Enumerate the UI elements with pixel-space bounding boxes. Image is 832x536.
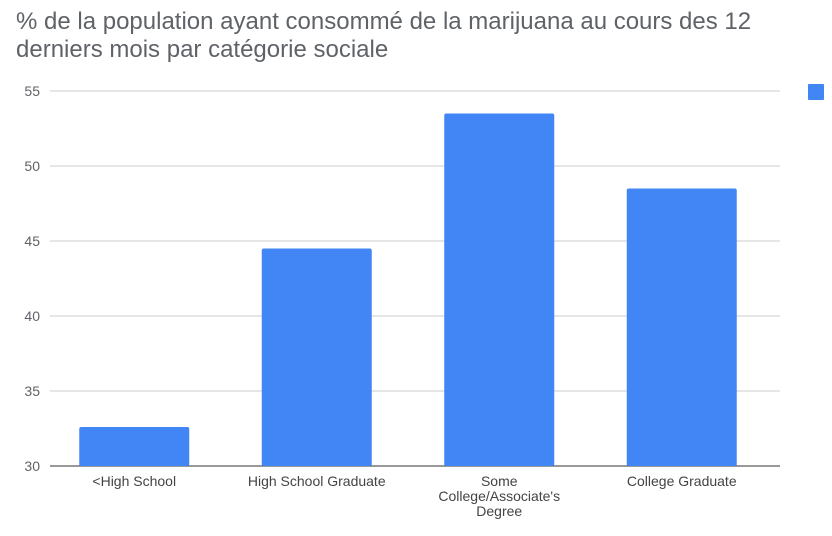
bar bbox=[626, 188, 737, 466]
x-category-label-line: Degree bbox=[476, 503, 522, 519]
x-axis-categories: <High School High School Graduate Some Coll… bbox=[92, 473, 736, 519]
y-tick-label: 50 bbox=[24, 158, 40, 174]
x-category-label-line: Some bbox=[481, 473, 518, 489]
x-category-label-line: High School Graduate bbox=[248, 473, 386, 489]
y-tick-label: 45 bbox=[24, 233, 40, 249]
x-category-label-line: <High School bbox=[92, 473, 176, 489]
x-category-label: <High School bbox=[92, 473, 176, 489]
x-category-label: College Graduate bbox=[627, 473, 737, 489]
x-category-label-line: College Graduate bbox=[627, 473, 737, 489]
legend-swatch bbox=[808, 84, 824, 100]
y-tick-label: 35 bbox=[24, 383, 40, 399]
bar bbox=[261, 248, 372, 466]
x-category-label: High School Graduate bbox=[248, 473, 386, 489]
bar bbox=[444, 113, 555, 466]
bars bbox=[79, 113, 737, 466]
x-category-label-line: College/Associate's bbox=[438, 488, 560, 504]
y-axis-ticks: 30 35 40 45 50 55 bbox=[24, 83, 40, 474]
bar bbox=[79, 427, 190, 466]
x-category-label: Some College/Associate's Degree bbox=[438, 473, 560, 519]
y-tick-label: 30 bbox=[24, 458, 40, 474]
y-tick-label: 55 bbox=[24, 83, 40, 99]
chart-title: % de la population ayant consommé de la … bbox=[16, 8, 752, 63]
y-tick-label: 40 bbox=[24, 308, 40, 324]
